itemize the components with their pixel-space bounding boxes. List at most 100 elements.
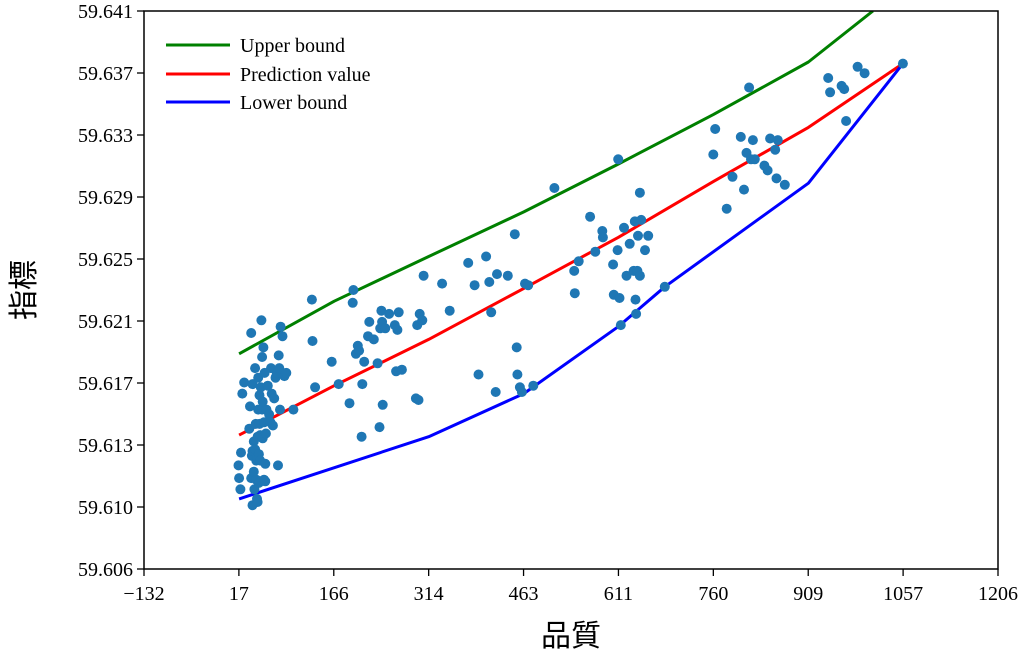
data-point (396, 364, 407, 375)
data-point (735, 131, 746, 142)
data-point (710, 124, 721, 134)
y-tick-label: 59.641 (78, 1, 133, 23)
data-point (359, 356, 370, 367)
data-point (257, 396, 268, 407)
data-point (897, 58, 908, 69)
data-point (277, 331, 288, 342)
data-point (354, 345, 365, 356)
data-point (549, 183, 560, 193)
data-point (634, 270, 645, 281)
y-tick-label: 59.625 (78, 249, 133, 271)
y-tick-label: 59.621 (78, 311, 133, 333)
data-point (708, 149, 719, 160)
data-point (739, 184, 749, 195)
data-point (260, 458, 271, 469)
data-point (264, 409, 275, 420)
data-point (437, 278, 448, 289)
x-tick-label: 1206 (978, 583, 1018, 605)
data-point (273, 350, 284, 361)
data-point (509, 229, 520, 240)
data-point (376, 305, 387, 316)
x-tick-label: 909 (793, 583, 823, 605)
data-point (260, 428, 271, 439)
data-point (727, 171, 738, 182)
axes-layer: −132 17 166 314 463 611 760 909 1057 1206 59.606 59… (78, 1, 1018, 605)
legend-label-upper: Upper bound (240, 35, 345, 57)
data-point (310, 382, 321, 393)
data-point (252, 497, 263, 507)
data-point (615, 320, 626, 331)
data-point (262, 380, 273, 391)
data-point (633, 230, 643, 241)
data-point (825, 87, 836, 98)
data-point (749, 154, 760, 165)
data-point (511, 342, 522, 353)
data-point (643, 230, 654, 241)
data-point (636, 214, 647, 225)
data-point (770, 144, 781, 155)
plot-frame (143, 10, 999, 570)
data-point (512, 369, 523, 380)
data-point (631, 308, 642, 319)
data-point (590, 246, 601, 257)
data-point (267, 420, 278, 431)
data-point (523, 280, 534, 291)
data-point (823, 73, 834, 83)
data-point (260, 476, 271, 487)
data-point (444, 305, 455, 316)
data-point (273, 460, 283, 471)
data-point (348, 285, 359, 295)
x-tick-label: −132 (123, 583, 164, 605)
data-point (492, 269, 502, 280)
data-point (528, 380, 539, 391)
data-point (771, 173, 782, 184)
data-point (624, 238, 635, 249)
data-point (418, 270, 429, 281)
data-point (569, 265, 580, 276)
y-tick-label: 59.633 (78, 125, 133, 147)
x-tick-label: 760 (698, 583, 728, 605)
data-point (364, 316, 375, 327)
data-point (613, 154, 624, 165)
data-point (659, 281, 670, 292)
legend-label-lower: Lower bound (240, 92, 347, 114)
data-point (246, 328, 257, 338)
y-tick-label: 59.610 (78, 497, 133, 519)
data-point (233, 460, 244, 471)
data-point (779, 179, 790, 190)
data-point (380, 323, 391, 334)
data-point (281, 367, 292, 378)
data-point (721, 203, 732, 214)
data-point (619, 222, 629, 233)
data-point (306, 294, 317, 305)
data-point (859, 68, 870, 79)
data-point (377, 399, 388, 410)
data-point (275, 321, 286, 332)
data-point (765, 133, 776, 144)
x-axis-title: 品質 (541, 620, 601, 653)
data-point (245, 401, 255, 412)
data-point (612, 245, 623, 256)
x-tick-label: 17 (229, 583, 249, 605)
data-point (621, 270, 632, 281)
data-point (274, 363, 285, 374)
data-point (333, 379, 344, 390)
data-point (250, 363, 261, 374)
data-point (762, 165, 773, 176)
data-point (307, 336, 318, 346)
prediction-line (238, 62, 904, 437)
points-layer (233, 58, 908, 511)
data-point (747, 135, 758, 146)
data-point (614, 293, 625, 303)
data-point (490, 387, 501, 397)
data-point (326, 356, 337, 367)
data-point (374, 422, 385, 433)
data-point (235, 484, 246, 495)
data-point (469, 280, 480, 291)
data-point (413, 395, 424, 405)
data-point (392, 324, 403, 335)
data-point (463, 257, 474, 268)
y-tick-label: 59.613 (78, 435, 133, 457)
data-point (630, 294, 641, 305)
